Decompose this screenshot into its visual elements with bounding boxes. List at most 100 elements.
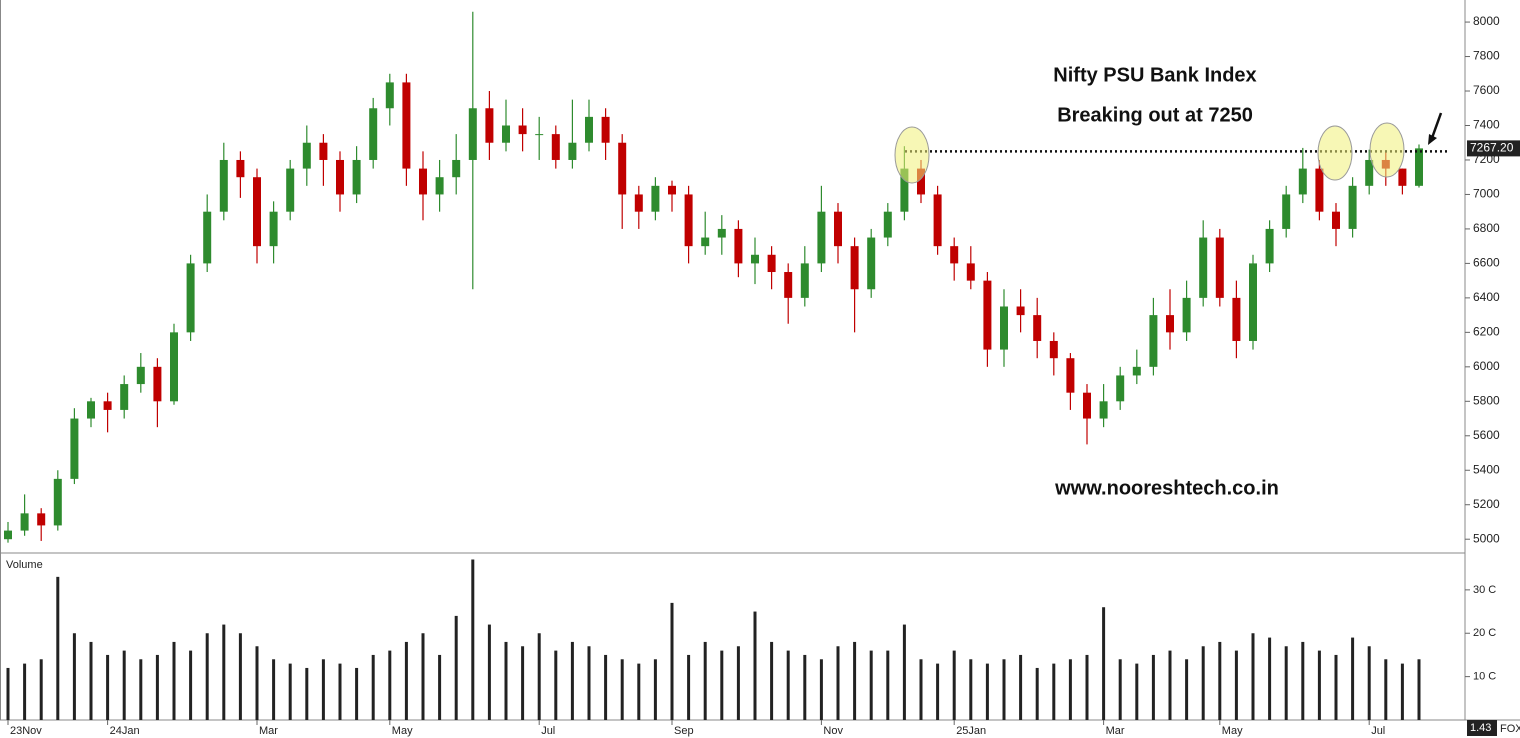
volume-bar bbox=[869, 650, 873, 720]
volume-bar bbox=[969, 659, 973, 720]
candle-body bbox=[568, 142, 577, 160]
volume-bar bbox=[670, 602, 674, 720]
candle-body bbox=[352, 159, 361, 195]
candle-body bbox=[186, 263, 195, 333]
candle-body bbox=[219, 159, 228, 212]
volume-bar bbox=[836, 646, 840, 720]
x-tick-label: Sep bbox=[674, 725, 694, 737]
candle-body bbox=[1099, 401, 1108, 419]
candle-body bbox=[253, 177, 261, 247]
candle-body bbox=[551, 134, 560, 160]
candle-body bbox=[1199, 237, 1208, 298]
volume-bar bbox=[1185, 659, 1189, 720]
candle-body bbox=[1348, 185, 1357, 229]
candle-body bbox=[1000, 306, 1008, 350]
y-tick-label: 7400 bbox=[1473, 118, 1500, 132]
volume-bar bbox=[521, 646, 525, 720]
candle-body bbox=[1049, 340, 1058, 359]
candle-body bbox=[850, 246, 859, 290]
candle-body bbox=[950, 246, 959, 264]
y-tick-label: 5600 bbox=[1473, 428, 1500, 442]
volume-bar bbox=[1035, 667, 1039, 720]
volume-bar bbox=[1002, 659, 1006, 720]
volume-bar bbox=[604, 654, 608, 720]
candle-body bbox=[784, 272, 793, 298]
candle-body bbox=[917, 168, 925, 195]
volume-bar bbox=[1151, 654, 1155, 720]
candle-body bbox=[1265, 228, 1274, 264]
chart-title: Nifty PSU Bank Index bbox=[1053, 64, 1256, 86]
volume-tick-label: 20 C bbox=[1473, 627, 1496, 639]
volume-bar bbox=[205, 633, 209, 720]
volume-bar bbox=[853, 641, 857, 720]
volume-bar bbox=[106, 654, 110, 720]
volume-label: Volume bbox=[6, 559, 43, 571]
volume-bar bbox=[487, 624, 491, 720]
x-tick-label: Mar bbox=[1106, 725, 1125, 737]
candle-body bbox=[302, 142, 311, 169]
volume-bar bbox=[637, 663, 641, 720]
candle-body bbox=[933, 194, 942, 247]
candle-body bbox=[535, 134, 544, 136]
candle-body bbox=[618, 142, 627, 195]
y-tick-label: 7800 bbox=[1473, 49, 1500, 63]
volume-bar bbox=[1068, 659, 1072, 720]
candle-body bbox=[817, 211, 826, 264]
volume-bar bbox=[404, 641, 408, 720]
volume-bar bbox=[56, 576, 60, 720]
candle-body bbox=[983, 280, 992, 350]
volume-bar bbox=[1400, 663, 1404, 720]
candle-body bbox=[668, 185, 676, 195]
volume-bar bbox=[736, 646, 740, 720]
y-tick-label: 6200 bbox=[1473, 325, 1500, 339]
volume-bar bbox=[1218, 641, 1222, 720]
volume-bar bbox=[620, 659, 624, 720]
volume-bar bbox=[238, 633, 242, 720]
candle-body bbox=[1066, 358, 1075, 393]
volume-bar bbox=[504, 641, 508, 720]
volume-bar bbox=[587, 646, 591, 720]
candle-body bbox=[1315, 168, 1324, 212]
candle-body bbox=[767, 254, 776, 273]
x-tick-label: Jul bbox=[541, 725, 555, 737]
y-tick-label: 6600 bbox=[1473, 256, 1500, 270]
volume-bar bbox=[189, 650, 193, 720]
volume-bar bbox=[952, 650, 956, 720]
volume-bar bbox=[1102, 607, 1106, 720]
volume-bar bbox=[819, 659, 823, 720]
volume-bar bbox=[1268, 637, 1272, 720]
y-tick-label: 5400 bbox=[1473, 462, 1500, 476]
volume-tick-label: 30 C bbox=[1473, 584, 1496, 596]
candle-body bbox=[452, 159, 461, 178]
candle-body bbox=[1298, 168, 1307, 195]
candle-body bbox=[601, 116, 610, 143]
candle-body bbox=[419, 168, 427, 195]
candle-body bbox=[385, 82, 394, 109]
highlight-ellipse bbox=[1369, 122, 1405, 178]
volume-bar bbox=[1135, 663, 1139, 720]
volume-bar bbox=[570, 641, 574, 720]
volume-bar bbox=[1384, 659, 1388, 720]
last-price-label: 7267.20 bbox=[1470, 141, 1514, 155]
candle-body bbox=[684, 194, 693, 247]
volume-bar bbox=[1301, 641, 1305, 720]
candle-body bbox=[1365, 159, 1374, 186]
volume-bar bbox=[703, 641, 707, 720]
x-tick-label: Mar bbox=[259, 725, 278, 737]
volume-bar bbox=[537, 633, 541, 720]
volume-bar bbox=[305, 667, 309, 720]
volume-bar bbox=[321, 659, 325, 720]
volume-bar bbox=[72, 633, 76, 720]
candle-body bbox=[20, 513, 29, 531]
highlight-ellipse bbox=[894, 126, 930, 184]
candle-body bbox=[236, 159, 245, 178]
candle-body bbox=[1083, 392, 1091, 419]
volume-bar bbox=[122, 650, 126, 720]
volume-bar bbox=[786, 650, 790, 720]
marks: 5000 5200 5400 5600 5800 6000 6200 6400 6600 6800… bbox=[4, 11, 1520, 737]
candle-body bbox=[518, 125, 527, 135]
volume-bar bbox=[1284, 646, 1288, 720]
volume-bar bbox=[355, 667, 359, 720]
candle-body bbox=[120, 384, 129, 410]
